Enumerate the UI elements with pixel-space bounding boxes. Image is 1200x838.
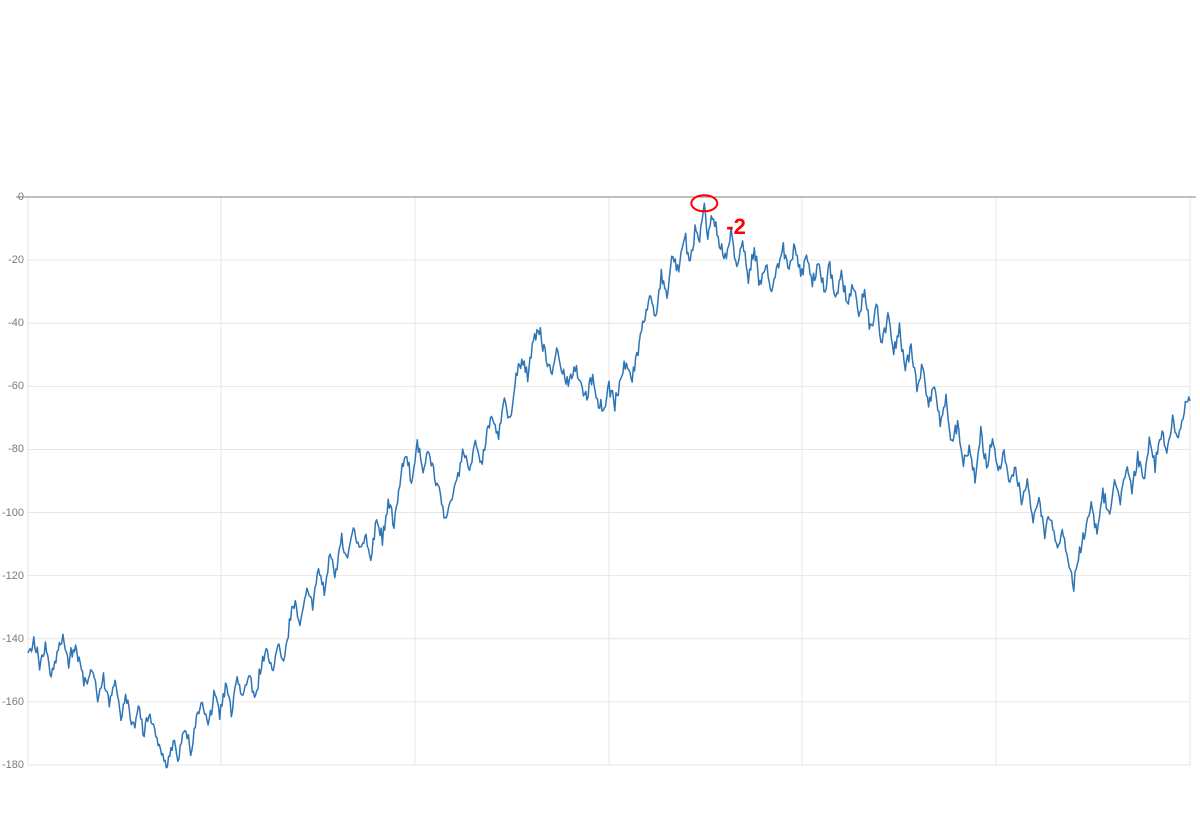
ytick-label: -40 — [2, 317, 24, 329]
ytick-label: 0 — [2, 191, 24, 203]
chart-svg — [0, 0, 1200, 833]
chart-container: 0 -20 -40 -60 -80 -100 -120 -140 -160 -180 -2 — [0, 0, 1200, 833]
ytick-label: -20 — [2, 254, 24, 266]
ytick-label: -80 — [2, 443, 24, 455]
ytick-label: -60 — [2, 380, 24, 392]
ytick-label: -160 — [2, 696, 24, 708]
ytick-label: -180 — [2, 759, 24, 771]
ytick-label: -140 — [2, 633, 24, 645]
ytick-label: -100 — [2, 507, 24, 519]
peak-annotation-label: -2 — [726, 214, 746, 240]
ytick-label: -120 — [2, 570, 24, 582]
